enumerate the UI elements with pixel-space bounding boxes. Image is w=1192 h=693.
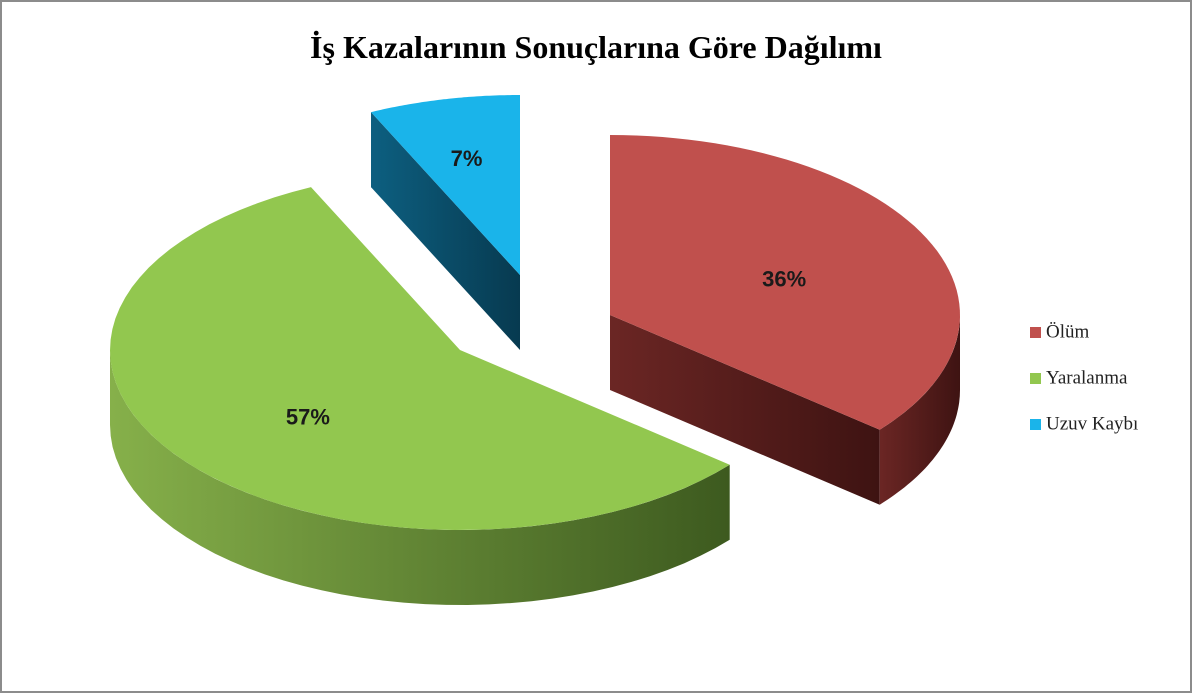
slice-side xyxy=(610,315,880,505)
slice-side xyxy=(879,315,960,505)
data-label: 7% xyxy=(451,146,483,171)
slice-side xyxy=(110,350,730,605)
legend-label: Ölüm xyxy=(1046,321,1090,342)
data-label: 57% xyxy=(286,404,330,429)
slice xyxy=(371,95,520,275)
legend-swatch xyxy=(1030,373,1041,384)
slice xyxy=(610,135,960,430)
legend-label: Yaralanma xyxy=(1046,367,1128,388)
legend-label: Uzuv Kaybı xyxy=(1046,413,1138,434)
slice-side xyxy=(371,112,520,350)
data-label: 36% xyxy=(762,267,806,292)
legend-swatch xyxy=(1030,327,1041,338)
slice xyxy=(110,187,730,530)
legend-swatch xyxy=(1030,419,1041,430)
chart-title: İş Kazalarının Sonuçlarına Göre Dağılımı xyxy=(310,29,882,65)
